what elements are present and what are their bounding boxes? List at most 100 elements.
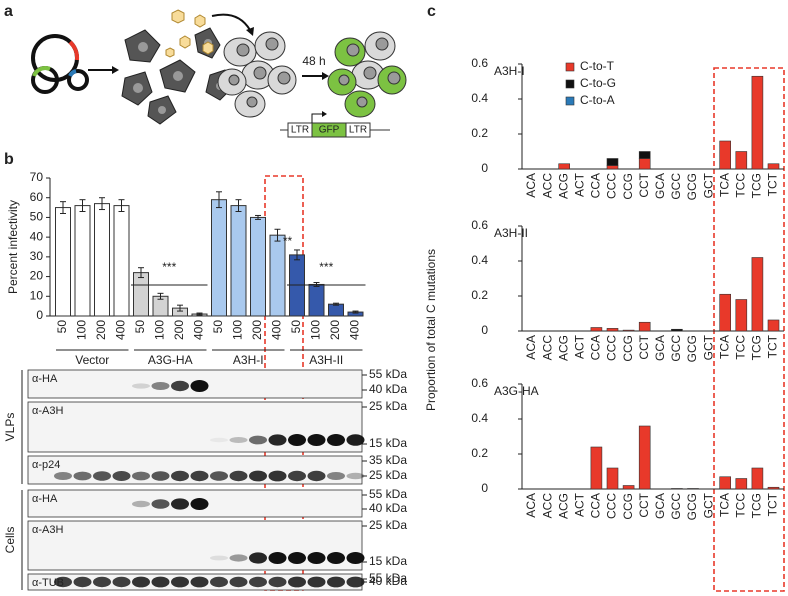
y-tick-label: 0.2 bbox=[471, 126, 488, 140]
blot-band bbox=[190, 576, 209, 588]
x-tick-label: ACG bbox=[556, 493, 570, 519]
marker-label: 15 kDa bbox=[369, 554, 407, 568]
blot-panel bbox=[27, 520, 363, 571]
blot-band bbox=[307, 470, 326, 482]
blot-band bbox=[268, 576, 287, 588]
bar-segment bbox=[671, 328, 683, 332]
y-tick-label: 70 bbox=[30, 170, 44, 184]
x-tick-label: 50 bbox=[289, 320, 303, 334]
arrow bbox=[211, 13, 251, 31]
construct-label: GFP bbox=[319, 125, 340, 136]
x-tick-label: 50 bbox=[133, 320, 147, 334]
construct-label: LTR bbox=[349, 125, 367, 136]
group-label: A3H-II bbox=[309, 353, 343, 367]
legend-swatch bbox=[565, 79, 575, 89]
marker-label: 40 kDa bbox=[369, 382, 407, 396]
blot-band bbox=[190, 470, 209, 482]
error-bar bbox=[294, 249, 300, 261]
x-tick-label: TCA bbox=[717, 493, 731, 517]
marker-label: 25 kDa bbox=[369, 468, 407, 482]
x-tick-label: 100 bbox=[231, 320, 245, 340]
x-tick-label: ACG bbox=[556, 173, 570, 199]
marker-label: 55 kDa bbox=[369, 487, 407, 501]
x-tick-label: GCC bbox=[669, 173, 683, 200]
x-tick-label: 100 bbox=[75, 320, 89, 340]
error-bar bbox=[216, 191, 222, 209]
legend-swatch bbox=[565, 62, 575, 72]
error-bar bbox=[177, 304, 183, 312]
plasmid-segment bbox=[68, 40, 80, 61]
y-tick-label: 0 bbox=[481, 323, 488, 337]
blot-band bbox=[346, 552, 365, 564]
x-tick-label: TCG bbox=[750, 493, 764, 518]
x-tick-label: 200 bbox=[250, 320, 264, 340]
blot-band bbox=[268, 434, 287, 446]
blot-band bbox=[112, 576, 131, 588]
x-tick-label: GCA bbox=[653, 173, 667, 199]
marker-label: 25 kDa bbox=[369, 399, 407, 413]
blot-band bbox=[190, 380, 209, 392]
y-tick-label: 0.6 bbox=[471, 56, 488, 70]
error-bar bbox=[60, 201, 66, 214]
x-tick-label: TCA bbox=[717, 335, 731, 359]
x-tick-label: ACC bbox=[540, 335, 554, 361]
arrow-head bbox=[322, 72, 329, 80]
blot-band bbox=[93, 576, 111, 588]
x-tick-label: GCT bbox=[701, 492, 715, 518]
marker-label: 15 kDa bbox=[369, 436, 407, 450]
x-tick-label: 200 bbox=[94, 320, 108, 340]
x-tick-label: TCC bbox=[733, 173, 747, 198]
blot-band bbox=[171, 380, 189, 392]
y-tick-label: 40 bbox=[30, 229, 44, 243]
blot-band bbox=[210, 576, 228, 588]
x-tick-label: 200 bbox=[172, 320, 186, 340]
y-tick-label: 0 bbox=[36, 308, 43, 322]
marker-label: 25 kDa bbox=[369, 518, 407, 532]
y-tick-label: 0.4 bbox=[471, 411, 488, 425]
y-tick-label: 10 bbox=[30, 288, 44, 302]
blot-band bbox=[210, 555, 228, 561]
blot-band bbox=[54, 472, 72, 480]
x-tick-label: GCG bbox=[685, 493, 699, 520]
x-tick-label: 100 bbox=[153, 320, 167, 340]
error-bar bbox=[352, 310, 359, 314]
x-tick-label: 400 bbox=[192, 320, 206, 340]
x-tick-label: ACG bbox=[556, 335, 570, 361]
x-tick-label: GCA bbox=[653, 493, 667, 519]
bar-segment bbox=[622, 485, 635, 490]
error-bar bbox=[138, 267, 144, 279]
x-tick-label: GCC bbox=[669, 493, 683, 520]
bar bbox=[250, 216, 266, 317]
x-tick-label: GCC bbox=[669, 335, 683, 362]
y-tick-label: 0 bbox=[481, 481, 488, 495]
y-tick-label: 0.6 bbox=[471, 376, 488, 390]
x-tick-label: ACC bbox=[540, 173, 554, 199]
blot-band bbox=[327, 434, 345, 446]
bar-segment bbox=[638, 425, 651, 490]
blot-band bbox=[268, 552, 287, 564]
x-tick-label: CCA bbox=[589, 335, 603, 360]
x-tick-label: CCC bbox=[605, 335, 619, 361]
y-tick-label: 0.2 bbox=[471, 446, 488, 460]
x-tick-label: TCT bbox=[766, 492, 780, 516]
error-bar bbox=[333, 302, 339, 306]
x-tick-label: 400 bbox=[114, 320, 128, 340]
blot-band bbox=[288, 434, 306, 446]
bar-segment bbox=[735, 151, 748, 170]
bar-segment bbox=[590, 446, 603, 490]
x-tick-label: CCT bbox=[637, 172, 651, 197]
blot-band bbox=[249, 576, 267, 588]
antibody-label: α-HA bbox=[32, 373, 58, 385]
x-tick-label: GCT bbox=[701, 172, 715, 198]
bar bbox=[74, 205, 91, 317]
bar-segment bbox=[638, 321, 651, 332]
blot-band bbox=[288, 552, 306, 564]
x-tick-label: CCC bbox=[605, 493, 619, 519]
blot-band bbox=[171, 498, 189, 510]
x-tick-label: GCG bbox=[685, 173, 699, 200]
blot-band bbox=[346, 576, 365, 588]
legend-label: C-to-G bbox=[580, 76, 616, 90]
error-bar bbox=[157, 292, 164, 300]
